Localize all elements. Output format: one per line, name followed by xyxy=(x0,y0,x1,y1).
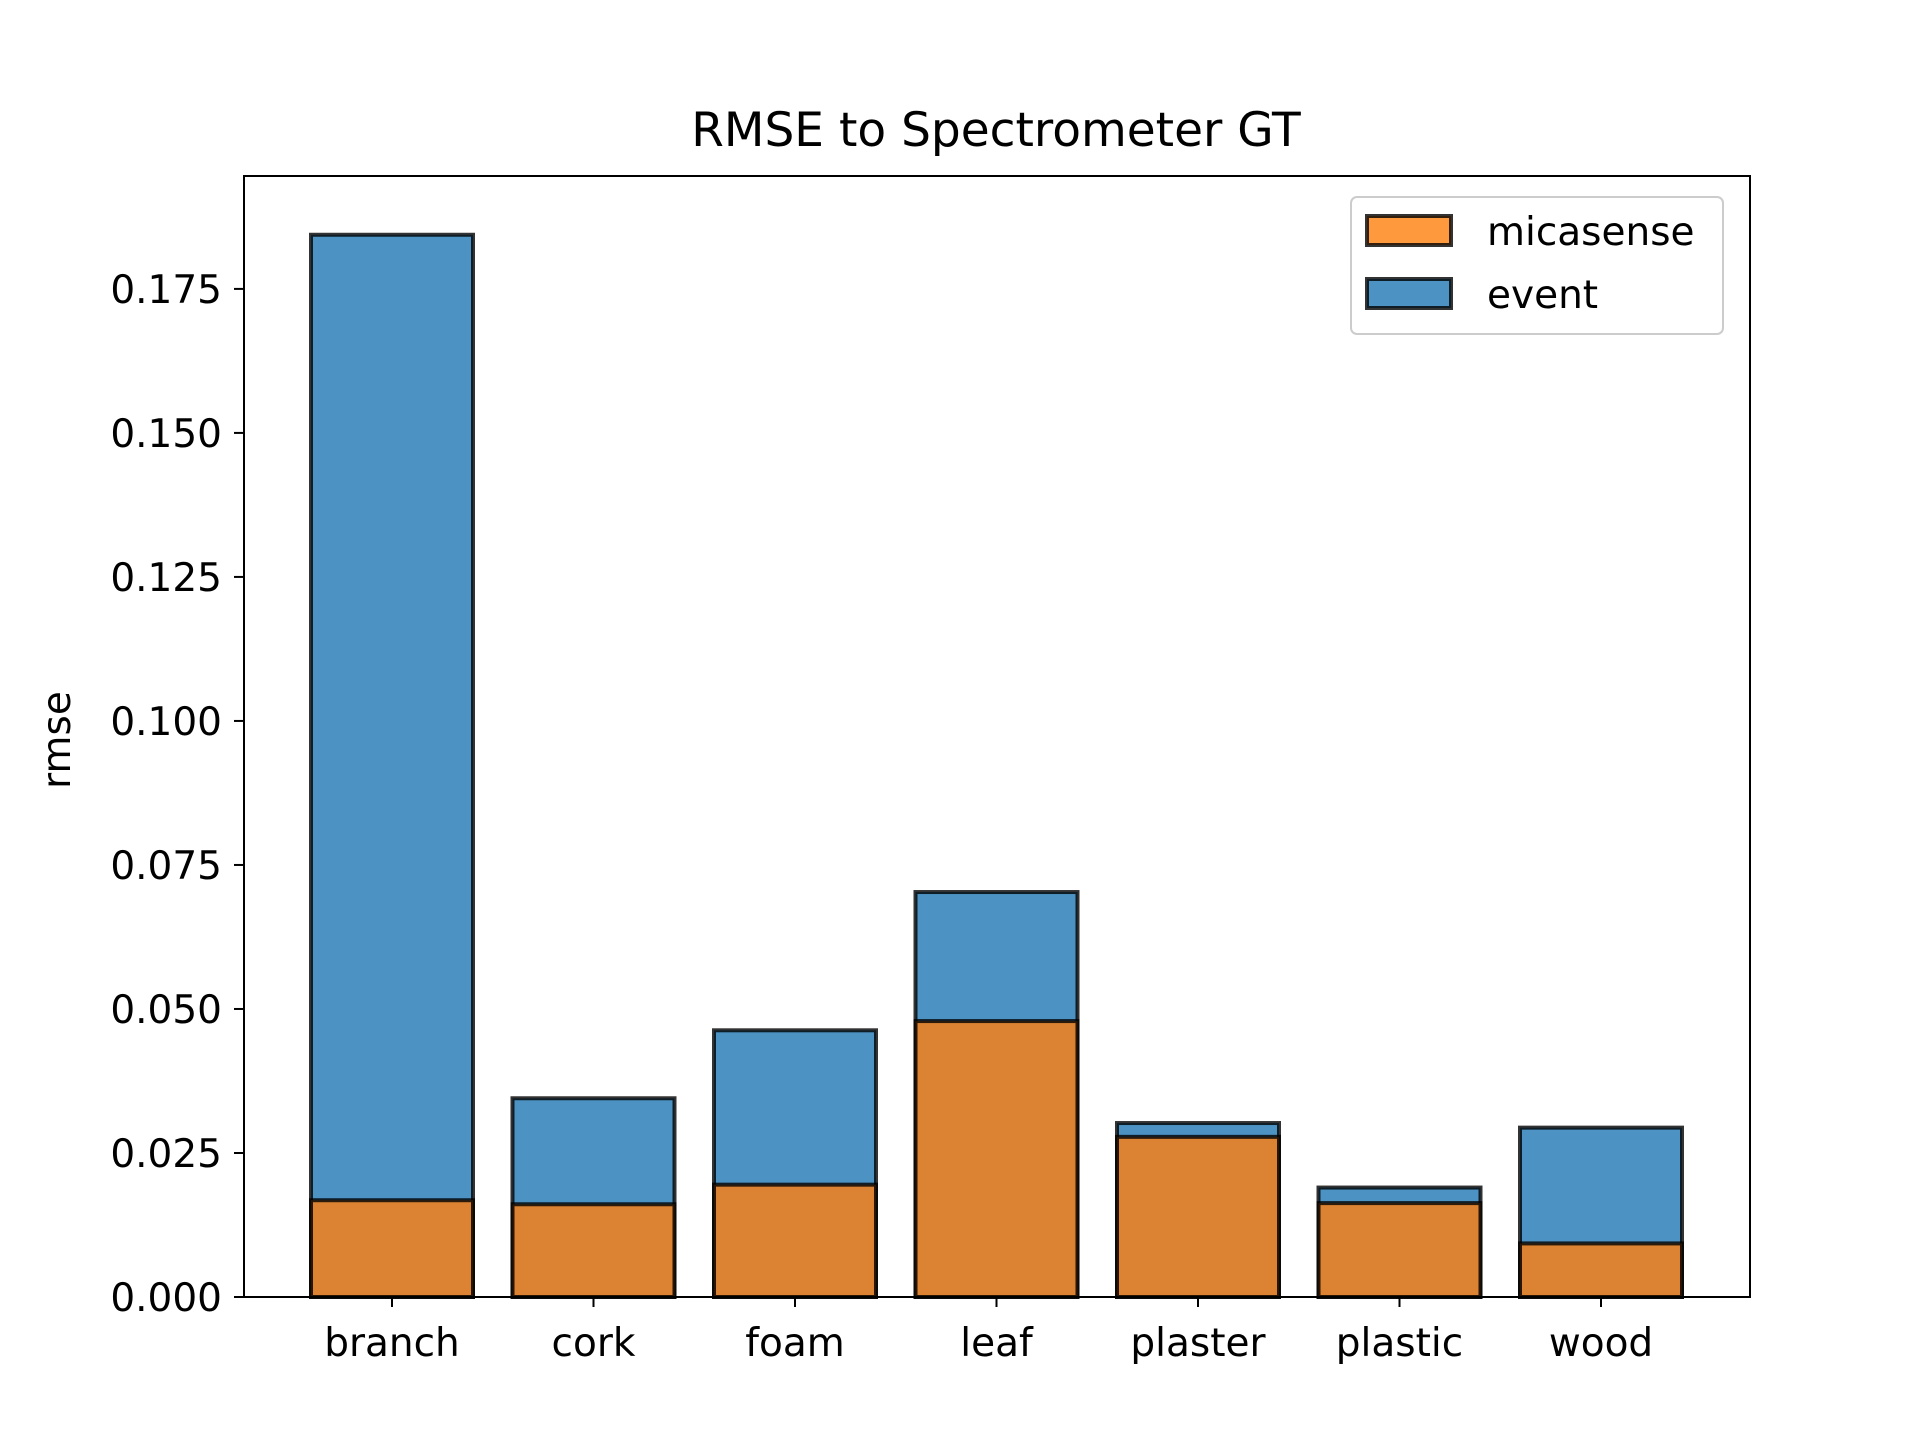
micasense-bar-plaster xyxy=(1115,1134,1281,1300)
chart-title: RMSE to Spectrometer GT xyxy=(691,103,1301,158)
x-tick-label: foam xyxy=(745,1321,844,1366)
y-tick-label: 0.025 xyxy=(110,1132,222,1177)
plot-frame xyxy=(243,175,1751,1298)
x-tick-label: leaf xyxy=(960,1321,1034,1366)
y-tick-label: 0.175 xyxy=(110,268,222,313)
x-tick-label: plastic xyxy=(1336,1321,1463,1366)
event-bar-branch xyxy=(309,232,475,1299)
y-tick-label: 0.125 xyxy=(110,556,222,601)
legend-label-event: event xyxy=(1487,273,1598,318)
micasense-bar-branch xyxy=(309,1198,475,1299)
legend-swatch-event xyxy=(1365,277,1453,310)
y-axis-label: rmse xyxy=(35,691,80,789)
x-tick-label: wood xyxy=(1549,1321,1653,1366)
legend-swatch-micasense xyxy=(1365,214,1453,247)
y-tick-label: 0.050 xyxy=(110,988,222,1033)
x-axis: branch cork foam leaf plaster plastic wood xyxy=(324,1297,1653,1366)
y-axis: 0.000 0.025 0.050 0.075 0.100 0.125 0.150 0.175 xyxy=(110,268,244,1321)
legend-label-micasense: micasense xyxy=(1487,210,1695,255)
y-tick-label: 0.100 xyxy=(110,700,222,745)
y-tick-label: 0.075 xyxy=(110,844,222,889)
micasense-bar-foam xyxy=(712,1182,878,1299)
y-tick-label: 0.150 xyxy=(110,412,222,457)
micasense-bar-plastic xyxy=(1316,1201,1483,1299)
micasense-bar-leaf xyxy=(913,1019,1080,1299)
y-tick-label: 0.000 xyxy=(110,1276,222,1321)
micasense-bar-cork xyxy=(510,1202,677,1299)
x-tick-label: plaster xyxy=(1130,1321,1266,1366)
legend: micasense event xyxy=(1350,196,1724,335)
bars-layer xyxy=(309,232,1684,1300)
micasense-bar-wood xyxy=(1518,1241,1684,1299)
x-tick-label: cork xyxy=(552,1321,636,1366)
x-tick-label: branch xyxy=(324,1321,460,1366)
